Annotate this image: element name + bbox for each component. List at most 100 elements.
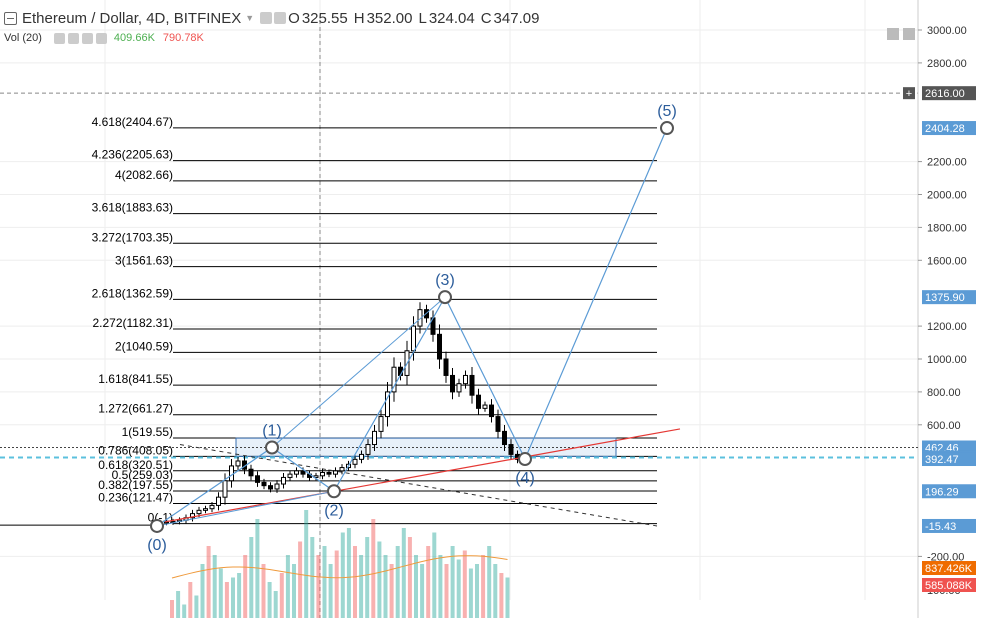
volume-bar (438, 555, 443, 618)
volume-label[interactable]: Vol (20) (4, 32, 42, 44)
volume-bar (414, 555, 418, 618)
volume-bar (389, 564, 394, 618)
close-icon[interactable] (274, 12, 287, 24)
candle-body (294, 470, 299, 475)
settings-icon[interactable] (260, 12, 273, 24)
arrow-up-icon[interactable] (903, 28, 915, 40)
fib-level-label: 3.618(1883.63) (92, 201, 173, 215)
wave-label: (3) (435, 272, 455, 289)
candle-body (261, 481, 267, 487)
candle-body (320, 472, 325, 477)
fib-level-label: 0.5(259.03) (112, 468, 173, 482)
price-badge (922, 290, 976, 305)
axis-tick-label: 800.00 (927, 387, 961, 399)
wave-point[interactable] (150, 518, 164, 533)
menu-icon[interactable] (4, 11, 17, 25)
fib-level-label: 0.382(197.55) (98, 478, 173, 492)
fib-level-label: 1(519.55) (122, 425, 173, 439)
candle-body (190, 513, 195, 519)
volume-bar (450, 546, 455, 618)
candle-body (482, 404, 488, 409)
fib-level-label: 2(1040.59) (115, 339, 173, 353)
volume-bar (304, 510, 309, 618)
axis-tick-label: 1800.00 (927, 222, 967, 234)
volume-bar (462, 550, 467, 618)
price-badge-label: 196.29 (925, 486, 959, 498)
axis-tick-label: 2000.00 (927, 190, 967, 202)
chart-header: Ethereum / Dollar, 4D, BITFINEX ▼ O 325.5… (0, 6, 545, 30)
fib-level-label: 1.272(661.27) (98, 402, 173, 416)
close-label: C (480, 9, 492, 27)
arrow-down-icon[interactable] (887, 28, 899, 40)
add-alert-icon[interactable] (903, 87, 915, 100)
volume-bar (212, 555, 217, 618)
volume-bar (310, 537, 315, 618)
fib-level-label: 3(1561.63) (115, 254, 173, 268)
volume-bar (316, 555, 321, 618)
candle-body (489, 404, 494, 418)
visibility-icon[interactable] (53, 32, 65, 44)
price-badge-label: -15.43 (925, 521, 956, 533)
candle-body (326, 472, 332, 475)
price-badge (922, 452, 976, 467)
source-icon[interactable] (81, 32, 93, 44)
candle-body (248, 468, 254, 477)
volume-bar (365, 537, 370, 618)
volume-bar (432, 532, 437, 618)
trend-dashed-line (179, 444, 658, 527)
toolbar-right (883, 28, 915, 40)
candle-body (333, 470, 338, 475)
candle-body (229, 465, 234, 482)
fib-level-label: 4.236(2205.63) (92, 148, 173, 162)
fib-level-label: 2.272(1182.31) (92, 316, 173, 330)
axis-tick-label: 1200.00 (927, 321, 967, 333)
price-badge-label: 2404.28 (925, 123, 965, 135)
volume-bar (243, 555, 248, 618)
candle-body (196, 509, 202, 515)
price-badge (922, 121, 976, 136)
volume-bar (334, 550, 339, 618)
volume-bar (420, 564, 425, 618)
axis-tick-label: 2800.00 (927, 58, 967, 70)
wave-point[interactable] (518, 452, 532, 467)
candle-body (378, 416, 384, 432)
price-badge (922, 484, 976, 499)
volume-bar (371, 519, 376, 618)
wave-point[interactable] (438, 290, 452, 305)
volume-bar (353, 546, 357, 618)
settings-icon[interactable] (67, 32, 79, 44)
chevron-down-icon[interactable]: ▼ (245, 13, 255, 23)
fib-level-label: 0.618(320.51) (98, 458, 173, 472)
close-icon[interactable] (95, 32, 107, 44)
candle-body (281, 476, 286, 485)
candle-body (365, 444, 371, 455)
candle-body (268, 485, 273, 490)
symbol-title[interactable]: Ethereum / Dollar, 4D, BITFINEX (22, 9, 242, 27)
candle-body (385, 391, 390, 418)
volume-bar (188, 582, 193, 618)
price-badge-label: 392.47 (925, 454, 959, 466)
volume-bar (261, 564, 266, 618)
wave-point[interactable] (660, 121, 674, 136)
fib-level-label: 0.236(121.47) (98, 491, 173, 505)
volume-bar (298, 541, 303, 618)
candle-body (209, 504, 215, 510)
volume-bar (346, 528, 351, 618)
price-badge (922, 86, 976, 101)
price-badge-label: 585.088K (925, 580, 973, 592)
candle-body (502, 430, 507, 446)
volume-bar (377, 541, 382, 618)
candle-body (476, 394, 481, 409)
candle-body (443, 358, 449, 376)
volume-bar (475, 564, 479, 618)
wave-point[interactable] (265, 440, 279, 455)
volume-bar (194, 595, 199, 618)
candle-body (456, 383, 462, 393)
volume-bar (224, 582, 229, 618)
low-label: L (418, 9, 427, 27)
candle-body (203, 508, 208, 511)
wave-point[interactable] (327, 484, 341, 499)
volume-bar (249, 537, 254, 618)
wave-label: (4) (515, 470, 535, 487)
